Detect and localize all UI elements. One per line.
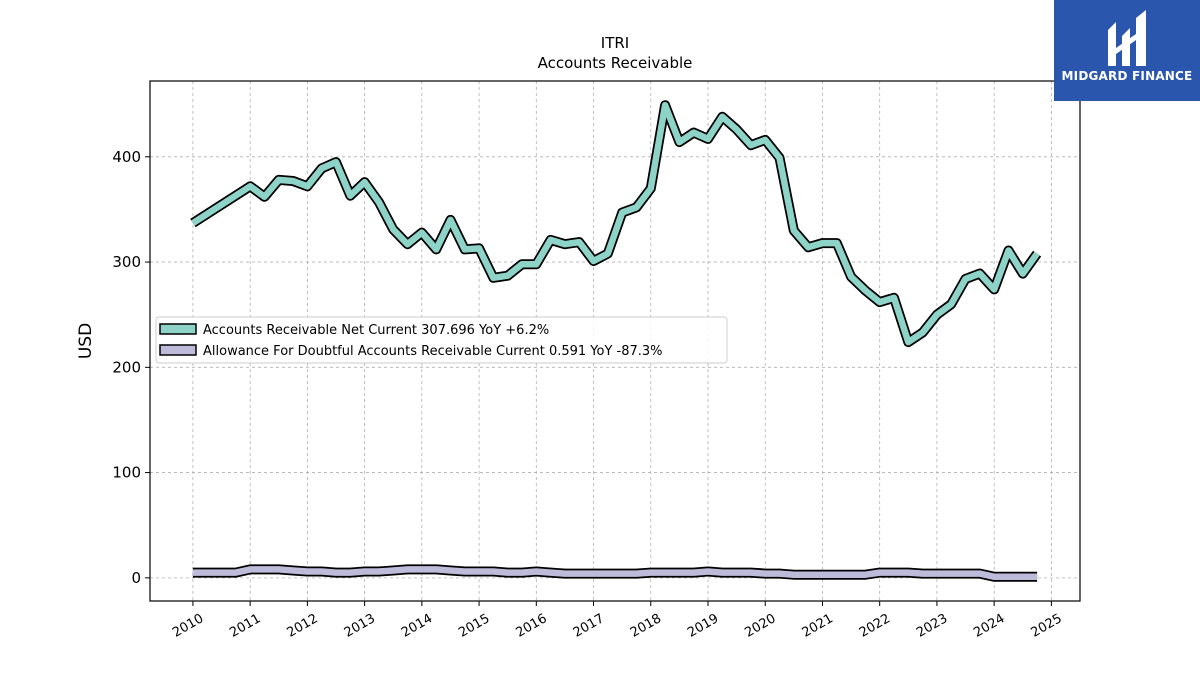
x-tick-label: 2021 [800, 611, 836, 641]
y-tick-label: 200 [112, 358, 141, 376]
x-tick-label: 2012 [285, 611, 321, 641]
legend-swatch [159, 344, 197, 356]
x-tick-label: 2024 [971, 611, 1007, 641]
y-tick-label: 0 [131, 569, 141, 587]
y-axis-label: USD [76, 323, 96, 359]
series-layer [190, 100, 1042, 582]
y-tick-label: 400 [112, 148, 141, 166]
y-tick-label: 100 [112, 464, 141, 482]
x-tick-label: 2014 [399, 611, 435, 641]
logo-text: MIDGARD FINANCE [1061, 69, 1193, 83]
series-2 [192, 564, 1038, 582]
x-tick-label: 2025 [1029, 611, 1065, 641]
x-tick-label: 2013 [342, 611, 378, 641]
x-tick-label: 2015 [456, 611, 492, 641]
x-tick-label: 2010 [170, 611, 206, 641]
x-tick-label: 2017 [571, 611, 607, 641]
series-line [192, 566, 1038, 581]
series-1 [190, 100, 1042, 348]
legend: Accounts Receivable Net Current 307.696 … [155, 316, 728, 364]
chart-subtitle: Accounts Receivable [538, 54, 693, 72]
x-tick-label: 2019 [685, 611, 721, 641]
x-tick-label: 2018 [628, 611, 664, 641]
brand-logo: MIDGARD FINANCE [1054, 0, 1200, 101]
grid [150, 81, 1080, 601]
series-line [191, 101, 1040, 346]
x-tick-label: 2011 [227, 611, 263, 641]
x-tick-label: 2023 [914, 611, 950, 641]
legend-entry: Accounts Receivable Net Current 307.696 … [203, 323, 549, 338]
x-tick-label: 2016 [513, 611, 549, 641]
x-tick-label: 2022 [857, 611, 893, 641]
legend-entry: Allowance For Doubtful Accounts Receivab… [203, 344, 663, 359]
plot-frame [149, 80, 1081, 602]
chart-title: ITRI [601, 34, 629, 52]
logo-mark-icon [1108, 10, 1146, 66]
x-tick-label: 2020 [742, 611, 778, 641]
legend-box [155, 316, 728, 364]
y-tick-label: 300 [112, 253, 141, 271]
legend-swatch [159, 323, 197, 335]
